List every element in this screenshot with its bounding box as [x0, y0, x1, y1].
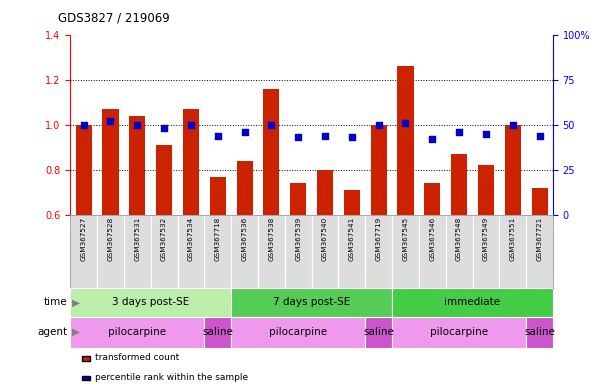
- Text: GSM367718: GSM367718: [214, 217, 221, 262]
- Text: saline: saline: [524, 327, 555, 337]
- Bar: [290, 184, 306, 215]
- Text: percentile rank within the sample: percentile rank within the sample: [95, 372, 248, 382]
- Point: [213, 132, 222, 139]
- Bar: [338, 215, 365, 288]
- Text: GSM367534: GSM367534: [188, 217, 194, 262]
- Text: 3 days post-SE: 3 days post-SE: [112, 297, 189, 308]
- Bar: [231, 317, 365, 348]
- Bar: [505, 125, 521, 215]
- Bar: [204, 215, 231, 288]
- Bar: [70, 317, 204, 348]
- Bar: [70, 288, 231, 317]
- Point: [240, 129, 249, 135]
- Text: ▶: ▶: [71, 327, 79, 337]
- Bar: [365, 215, 392, 288]
- Bar: [499, 215, 526, 288]
- Bar: [424, 184, 441, 215]
- Text: time: time: [43, 297, 67, 308]
- Bar: [392, 317, 526, 348]
- Point: [454, 129, 464, 135]
- Text: GSM367536: GSM367536: [241, 217, 247, 262]
- Bar: [344, 190, 360, 215]
- Bar: [204, 317, 231, 348]
- Point: [374, 122, 384, 128]
- Bar: [156, 145, 172, 215]
- Text: GSM367531: GSM367531: [134, 217, 141, 262]
- Point: [508, 122, 518, 128]
- Text: saline: saline: [202, 327, 233, 337]
- Text: GSM367532: GSM367532: [161, 217, 167, 262]
- Bar: [231, 288, 392, 317]
- Text: GSM367546: GSM367546: [430, 217, 435, 262]
- Text: pilocarpine: pilocarpine: [430, 327, 488, 337]
- Bar: [312, 215, 338, 288]
- Text: GSM367721: GSM367721: [536, 217, 543, 262]
- Text: transformed count: transformed count: [95, 353, 179, 362]
- Bar: [397, 66, 414, 215]
- Point: [293, 134, 303, 141]
- Point: [481, 131, 491, 137]
- Text: GSM367527: GSM367527: [81, 217, 87, 262]
- Text: GSM367549: GSM367549: [483, 217, 489, 262]
- Bar: [451, 154, 467, 215]
- Bar: [526, 317, 553, 348]
- Text: agent: agent: [37, 327, 67, 337]
- Bar: [419, 215, 445, 288]
- Bar: [70, 215, 97, 288]
- Text: GSM367528: GSM367528: [108, 217, 114, 262]
- Point: [535, 132, 544, 139]
- Point: [79, 122, 89, 128]
- Text: ▶: ▶: [71, 297, 79, 308]
- Bar: [76, 125, 92, 215]
- Text: pilocarpine: pilocarpine: [269, 327, 327, 337]
- Bar: [130, 116, 145, 215]
- Text: GSM367541: GSM367541: [349, 217, 355, 262]
- Text: saline: saline: [363, 327, 394, 337]
- Bar: [178, 215, 204, 288]
- Text: 7 days post-SE: 7 days post-SE: [273, 297, 350, 308]
- Bar: [151, 215, 178, 288]
- Bar: [263, 89, 279, 215]
- Bar: [183, 109, 199, 215]
- Bar: [532, 188, 547, 215]
- Point: [401, 120, 411, 126]
- Bar: [236, 161, 252, 215]
- Text: GSM367551: GSM367551: [510, 217, 516, 262]
- Point: [347, 134, 357, 141]
- Point: [266, 122, 276, 128]
- Bar: [392, 288, 553, 317]
- Text: GDS3827 / 219069: GDS3827 / 219069: [58, 12, 170, 25]
- Point: [133, 122, 142, 128]
- Point: [186, 122, 196, 128]
- Text: GSM367548: GSM367548: [456, 217, 462, 262]
- Bar: [285, 215, 312, 288]
- Text: GSM367539: GSM367539: [295, 217, 301, 262]
- Text: GSM367538: GSM367538: [268, 217, 274, 262]
- Bar: [478, 166, 494, 215]
- Bar: [231, 215, 258, 288]
- Bar: [526, 215, 553, 288]
- Bar: [392, 215, 419, 288]
- Text: pilocarpine: pilocarpine: [108, 327, 166, 337]
- Bar: [445, 215, 472, 288]
- Bar: [371, 125, 387, 215]
- Text: GSM367719: GSM367719: [376, 217, 382, 262]
- Point: [320, 132, 330, 139]
- Point: [106, 118, 115, 124]
- Bar: [258, 215, 285, 288]
- Bar: [472, 215, 499, 288]
- Text: GSM367545: GSM367545: [403, 217, 409, 262]
- Bar: [97, 215, 124, 288]
- Point: [159, 125, 169, 131]
- Text: immediate: immediate: [444, 297, 500, 308]
- Bar: [103, 109, 119, 215]
- Bar: [365, 317, 392, 348]
- Bar: [210, 177, 226, 215]
- Point: [428, 136, 437, 142]
- Text: GSM367540: GSM367540: [322, 217, 328, 262]
- Bar: [317, 170, 333, 215]
- Bar: [124, 215, 151, 288]
